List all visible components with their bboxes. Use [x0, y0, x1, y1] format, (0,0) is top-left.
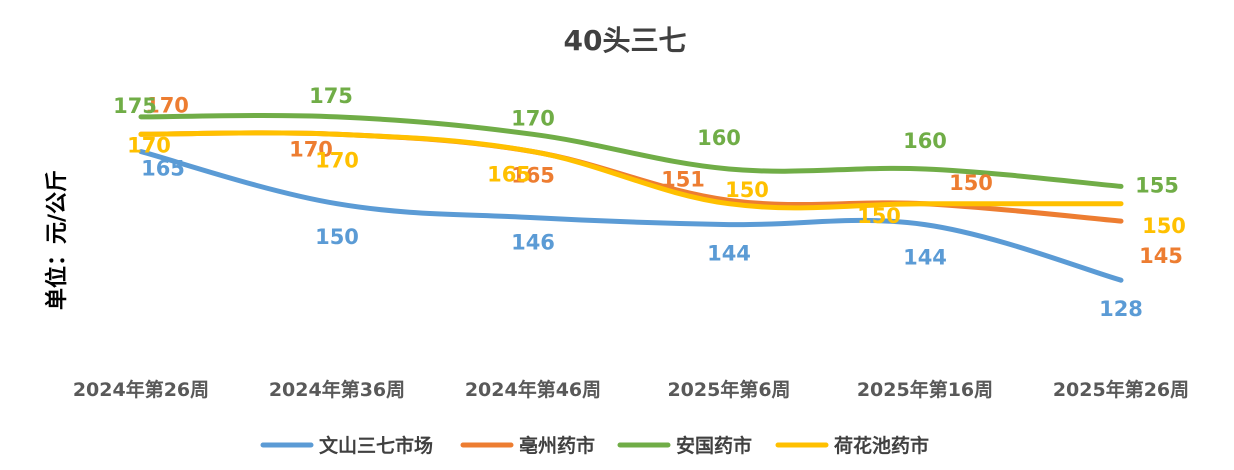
data-label: 165 [141, 157, 185, 181]
data-label: 170 [511, 106, 555, 130]
data-label: 150 [857, 204, 901, 228]
legend-label: 亳州药市 [519, 434, 595, 457]
data-label: 175 [309, 84, 353, 108]
data-label: 150 [949, 171, 993, 195]
x-axis-ticks: 2024年第26周 2024年第36周 2024年第46周 2025年第6周 2025年… [73, 378, 1189, 401]
data-label: 170 [289, 137, 333, 161]
y-axis-label: 单位：元/公斤 [44, 170, 70, 310]
data-label: 150 [315, 225, 359, 249]
data-label: 170 [145, 93, 189, 117]
data-label: 145 [1139, 244, 1183, 268]
data-label: 170 [315, 148, 359, 172]
x-tick-label: 2025年第26周 [1053, 378, 1189, 401]
data-label: 160 [697, 126, 741, 150]
chart-title: 40头三七 [564, 24, 687, 57]
x-tick-label: 2025年第16周 [857, 378, 993, 401]
data-label: 150 [1142, 214, 1186, 238]
series-line-0 [138, 149, 1124, 283]
x-tick-label: 2025年第6周 [667, 378, 790, 401]
x-tick-label: 2024年第26周 [73, 378, 209, 401]
data-label: 144 [707, 242, 751, 266]
series-lines [138, 112, 1124, 283]
data-label: 165 [511, 164, 555, 188]
data-label: 146 [511, 231, 555, 255]
data-label: 128 [1099, 297, 1143, 321]
data-label: 170 [127, 133, 171, 157]
x-tick-label: 2024年第46周 [465, 378, 601, 401]
data-label: 175 [113, 94, 157, 118]
data-label: 160 [903, 129, 947, 153]
series-line-2 [138, 112, 1124, 189]
data-label: 165 [487, 163, 531, 187]
data-label: 144 [903, 246, 947, 270]
legend-label: 安国药市 [676, 434, 752, 457]
legend: 文山三七市场 亳州药市 安国药市 荷花池药市 [260, 434, 929, 457]
x-tick-label: 2024年第36周 [269, 378, 405, 401]
legend-label: 文山三七市场 [319, 434, 433, 457]
data-label: 150 [725, 178, 769, 202]
series-line-3 [138, 130, 1124, 211]
data-label: 155 [1135, 173, 1179, 197]
legend-label: 荷花池药市 [834, 434, 929, 457]
data-label: 151 [661, 167, 705, 191]
